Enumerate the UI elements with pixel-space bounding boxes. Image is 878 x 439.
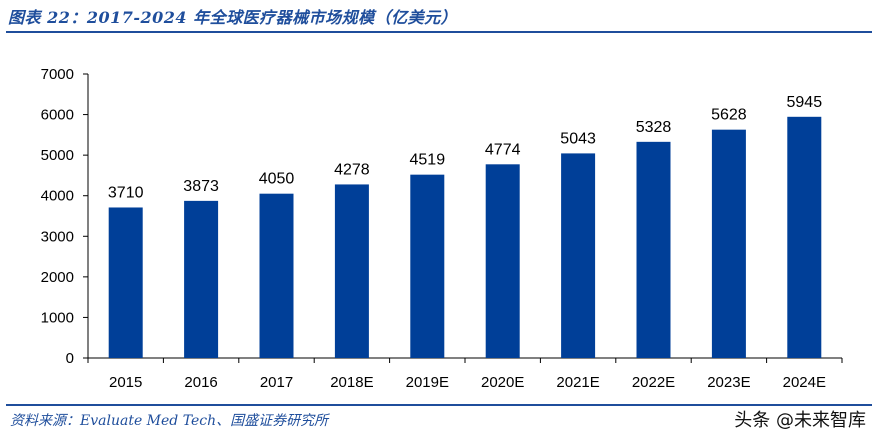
chart-title: 图表 22：2017-2024 年全球医疗器械市场规模（亿美元） — [8, 8, 458, 27]
bar — [787, 116, 822, 358]
bar — [259, 193, 294, 358]
title-rule — [6, 31, 872, 33]
y-tick-label: 4000 — [41, 188, 74, 205]
x-tick-label: 2023E — [707, 374, 750, 391]
y-tick-label: 0 — [66, 350, 74, 367]
x-tick-label: 2021E — [556, 374, 599, 391]
bar — [184, 200, 219, 358]
y-tick-label: 5000 — [41, 147, 74, 164]
data-label: 5328 — [636, 119, 672, 136]
x-tick-label: 2016 — [184, 374, 217, 391]
x-tick-label: 2024E — [783, 374, 826, 391]
x-tick-label: 2017 — [260, 374, 293, 391]
data-label: 4278 — [334, 161, 370, 178]
data-label: 4050 — [259, 171, 295, 188]
x-tick-label: 2018E — [330, 374, 373, 391]
bar — [636, 141, 671, 358]
data-label: 5043 — [560, 130, 596, 147]
footer-rule — [6, 404, 872, 406]
y-tick-label: 2000 — [41, 269, 74, 286]
bar — [561, 153, 596, 358]
data-label: 5628 — [711, 107, 747, 124]
data-label: 4519 — [410, 152, 446, 169]
data-label: 5945 — [787, 94, 823, 111]
bar — [410, 174, 445, 358]
y-tick-label: 3000 — [41, 228, 74, 245]
bar — [334, 184, 369, 358]
data-label: 3710 — [108, 184, 144, 201]
y-tick-label: 7000 — [41, 66, 74, 83]
bar — [485, 164, 520, 358]
x-tick-label: 2020E — [481, 374, 524, 391]
data-label: 3873 — [183, 178, 219, 195]
bar — [711, 129, 746, 358]
y-tick-label: 1000 — [41, 309, 74, 326]
watermark: 头条 @未来智库 — [734, 410, 866, 431]
data-label: 4774 — [485, 141, 521, 158]
bar — [108, 207, 143, 358]
x-tick-label: 2015 — [109, 374, 142, 391]
y-tick-label: 6000 — [41, 107, 74, 124]
source-note: 资料来源：Evaluate Med Tech、国盛证券研究所 — [10, 413, 329, 429]
x-tick-label: 2022E — [632, 374, 675, 391]
x-tick-label: 2019E — [406, 374, 449, 391]
